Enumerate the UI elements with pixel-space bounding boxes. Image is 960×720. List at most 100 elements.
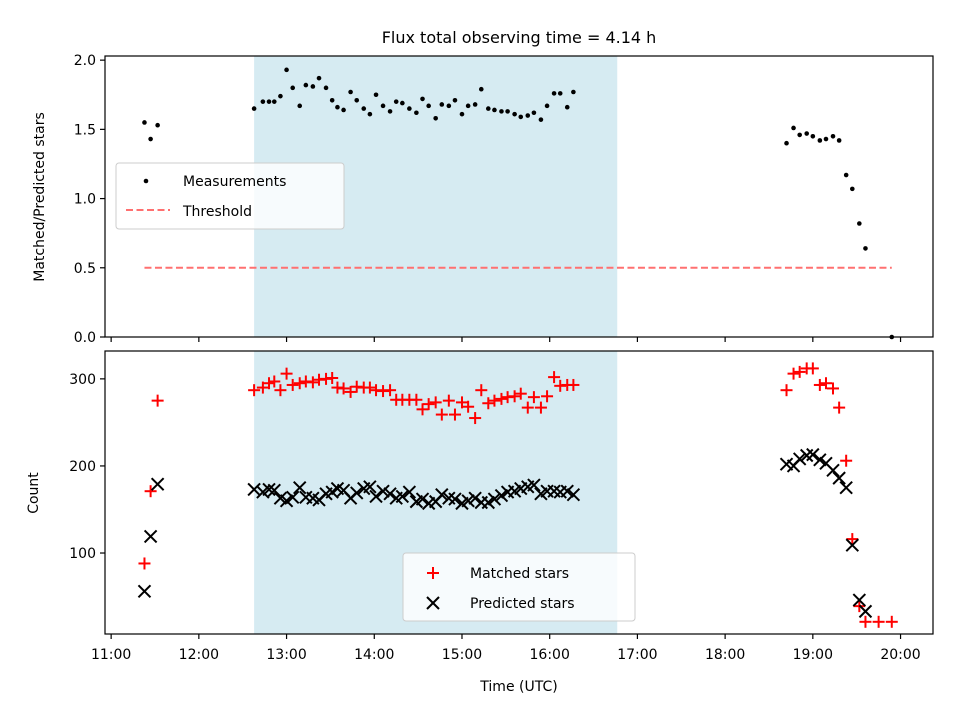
measurement-point [551, 91, 557, 96]
matched-star-point [827, 382, 840, 395]
matched-star-point [248, 384, 261, 397]
predicted-star-point [560, 484, 574, 498]
matched-star-point [337, 382, 350, 395]
measurement-point [836, 138, 842, 143]
measurement-point [459, 111, 465, 117]
matched-star-point [475, 384, 488, 397]
predicted-star-point [376, 484, 390, 498]
matched-star-point [521, 401, 534, 414]
bottom-x-tick-label: 18:00 [705, 647, 745, 663]
measurement-point [538, 117, 544, 122]
bottom-x-tick-label: 19:00 [793, 647, 833, 663]
measurement-point [278, 93, 283, 99]
matched-star-point [462, 400, 475, 413]
predicted-star-point [481, 495, 496, 510]
predicted-star-point [143, 529, 158, 544]
measurement-point [486, 106, 491, 111]
legend-matched-label: Matched stars [470, 566, 569, 582]
bottom-legend-box [402, 552, 636, 622]
measurement-point [260, 99, 266, 104]
measurement-point [393, 99, 399, 104]
measurement-point [387, 109, 393, 114]
top-y-tick-label: 0.0 [74, 330, 96, 346]
predicted-star-point [247, 482, 261, 497]
top-legend: Measurements Threshold [115, 162, 345, 230]
matched-star-point [872, 615, 885, 628]
predicted-star-point [435, 487, 449, 502]
legend-matched-marker [427, 567, 439, 579]
measurement-point [544, 103, 550, 109]
measurement-point [426, 103, 431, 109]
matched-star-point [541, 390, 554, 403]
matched-star-point [422, 398, 435, 411]
measurement-point [817, 138, 823, 143]
matched-star-point [326, 371, 339, 384]
predicted-star-point [852, 593, 867, 607]
predicted-star-point [415, 492, 430, 506]
matched-star-point [280, 367, 293, 380]
predicted-star-point [813, 453, 827, 467]
top-legend-box [115, 162, 345, 230]
matched-star-point [151, 394, 164, 407]
measurement-point [571, 89, 576, 95]
measurement-point [823, 136, 829, 142]
measurement-point [804, 131, 809, 136]
matched-star-point [833, 401, 846, 414]
predicted-star-point [369, 489, 383, 504]
matched-star-point [286, 378, 299, 391]
bottom-axes-frame [104, 350, 934, 635]
matched-star-point [482, 397, 495, 410]
matched-star-point [455, 396, 468, 409]
measurement-point [316, 75, 322, 81]
matched-star-point [508, 390, 521, 403]
predicted-star-point [293, 481, 307, 495]
predicted-star-point [363, 480, 377, 494]
measurement-point [266, 99, 272, 104]
measurement-point [564, 104, 570, 110]
predicted-star-point [806, 447, 820, 462]
measurement-point [797, 132, 802, 138]
predicted-star-point [350, 486, 364, 500]
matched-star-point [363, 381, 376, 394]
top-plot-marks [142, 67, 895, 340]
predicted-star-point [494, 488, 509, 503]
matched-star-point [138, 557, 151, 570]
measurement-point [148, 136, 153, 142]
predicted-star-point [527, 478, 541, 492]
bottom-y-axis-label: Count [26, 472, 42, 514]
matched-star-point [293, 377, 306, 390]
predicted-star-point [826, 463, 840, 478]
predicted-star-point [839, 481, 853, 495]
bottom-x-tick-label: 17:00 [617, 647, 657, 663]
predicted-star-point [461, 494, 475, 508]
bottom-x-axis-label: Time (UTC) [479, 679, 557, 695]
measurement-point [420, 96, 425, 102]
matched-star-point [416, 403, 429, 416]
matched-star-point [448, 408, 461, 421]
measurement-point [329, 97, 335, 103]
top-panel: 0.00.51.01.52.0 Matched/Predicted stars … [32, 53, 934, 346]
measurement-point [297, 103, 303, 109]
legend-predicted-label: Predicted stars [470, 596, 575, 612]
measurement-point [290, 85, 296, 91]
matched-star-point [435, 408, 448, 421]
measurement-point [499, 109, 504, 114]
bottom-plot-marks [137, 362, 898, 628]
measurement-point [505, 109, 510, 114]
matched-star-point [793, 365, 806, 378]
measurement-point [472, 102, 478, 107]
measurement-point [380, 103, 386, 109]
matched-star-point [548, 371, 561, 384]
predicted-star-point [395, 489, 410, 504]
top-axes-frame [104, 55, 934, 338]
matched-star-point [384, 384, 397, 397]
predicted-star-point [858, 604, 873, 619]
measurement-point [155, 122, 160, 128]
predicted-star-point [262, 482, 276, 497]
matched-star-point [495, 392, 508, 405]
measurement-point [407, 106, 412, 111]
measurement-point [251, 106, 257, 111]
top-y-tick-label: 0.5 [74, 261, 96, 277]
measurement-point [310, 84, 316, 89]
